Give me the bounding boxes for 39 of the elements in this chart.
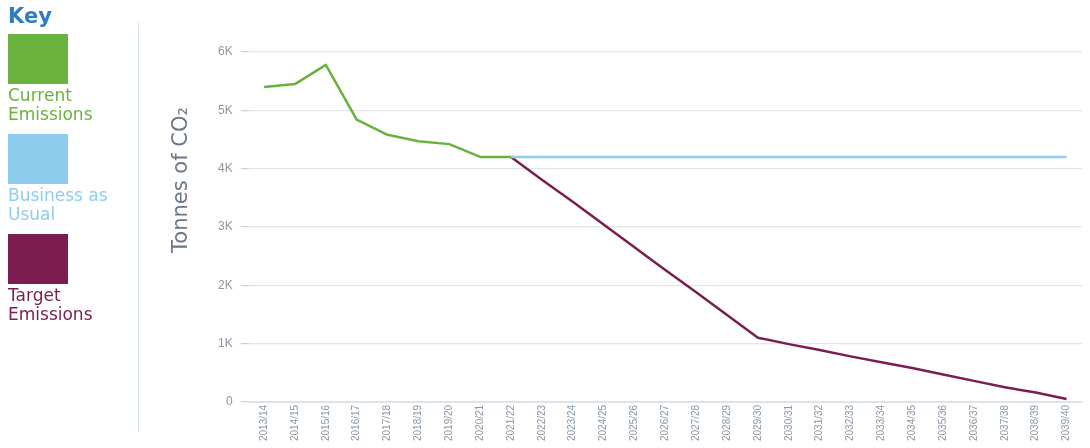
y-tick-label: 6K xyxy=(217,44,233,59)
x-tick-label: 2029/30 xyxy=(751,404,763,442)
y-tick-label: 2K xyxy=(217,277,233,292)
x-tick-label: 2017/18 xyxy=(381,404,393,442)
y-tick-label: 4K xyxy=(217,160,233,175)
x-tick-label: 2025/26 xyxy=(628,404,640,442)
x-tick-label: 2022/23 xyxy=(535,404,547,442)
x-tick-label: 2033/34 xyxy=(875,404,887,442)
x-tick-label: 2036/37 xyxy=(967,404,979,442)
x-tick-label: 2031/32 xyxy=(813,404,825,442)
x-tick-label: 2015/16 xyxy=(319,404,331,442)
x-tick-label: 2016/17 xyxy=(350,404,362,442)
x-tick-label: 2027/28 xyxy=(689,404,701,442)
x-tick-label: 2028/29 xyxy=(720,404,732,442)
text: Business as Usual xyxy=(8,185,109,224)
y-tick-label: 0 xyxy=(225,394,233,409)
x-tick-label: 2021/22 xyxy=(504,404,516,442)
x-tick-label: 2034/35 xyxy=(906,404,917,442)
x-tick-label: 2014/15 xyxy=(288,404,300,442)
x-tick-label: 2032/33 xyxy=(844,404,856,442)
x-tick-label: 2026/27 xyxy=(659,404,671,442)
y-tick-label: 5K xyxy=(217,102,233,117)
y-axis-title: Tonnes of CO₂ xyxy=(168,106,192,255)
x-tick-label: 2038/39 xyxy=(1029,404,1041,442)
x-tick-label: 2023/24 xyxy=(566,404,578,442)
x-tick-label: 2024/25 xyxy=(597,404,609,442)
x-tick-label: 2019/20 xyxy=(443,404,455,442)
x-tick-label: 2039/40 xyxy=(1060,404,1072,442)
x-tick-label: 2018/19 xyxy=(412,404,424,442)
text: Target Emissions xyxy=(8,285,94,324)
x-tick-label: 2037/38 xyxy=(998,404,1010,442)
text: Current Emissions xyxy=(8,85,94,124)
x-tick-label: 2030/31 xyxy=(782,404,794,442)
x-tick-label: 2013/14 xyxy=(257,404,269,442)
y-tick-label: 3K xyxy=(217,219,233,234)
legend-title: Key xyxy=(8,4,53,28)
x-tick-label: 2020/21 xyxy=(473,404,485,442)
x-tick-label: 2035/36 xyxy=(936,404,948,442)
y-tick-label: 1K xyxy=(217,335,233,350)
